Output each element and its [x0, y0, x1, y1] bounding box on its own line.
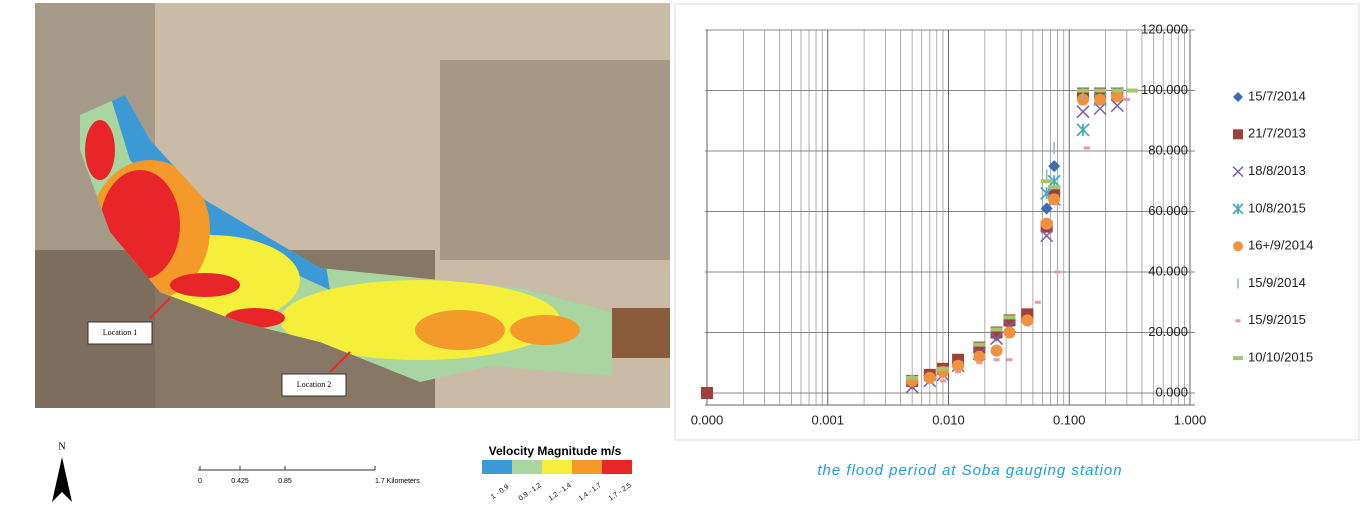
chart: the flood period at Soba gauging station…: [670, 0, 1360, 518]
point: [952, 360, 964, 372]
point: [1035, 301, 1041, 304]
chart-frame: [675, 4, 1359, 440]
legend-label: 10/10/2015: [1248, 350, 1313, 365]
point: [1048, 193, 1060, 205]
north-label: N: [58, 441, 65, 452]
x-tick-label: 0.100: [1053, 412, 1086, 427]
map-figure: Location 1 Location 2 N 0 0.425 0.85 1.7 Ki…: [0, 0, 680, 518]
x-tick-label: 1.000: [1174, 412, 1207, 427]
legend-label: 21/7/2013: [1248, 126, 1306, 141]
legend-swatch: [512, 460, 542, 474]
scale-label: 1.7 Kilometers: [375, 478, 420, 485]
point: [701, 387, 713, 399]
point: [1124, 98, 1130, 101]
legend-swatch: [542, 460, 572, 474]
point: [1111, 89, 1123, 93]
y-tick-label: 0.000: [1155, 384, 1188, 399]
point: [1094, 94, 1106, 106]
legend-label: 1.7 - 2.5: [608, 482, 633, 503]
point: [991, 345, 1003, 357]
scale-label: 0.425: [231, 478, 249, 485]
legend-marker: [1236, 319, 1241, 322]
legend-marker: [1233, 356, 1243, 360]
point: [973, 343, 985, 347]
point: [1048, 185, 1060, 189]
field: [612, 308, 670, 358]
point: [976, 361, 982, 364]
legend-swatch: [572, 460, 602, 474]
scale-label: 0.85: [278, 478, 292, 485]
zone: [85, 120, 115, 180]
legend-label: 1.4 - 1.7: [578, 482, 603, 503]
scale-label: 0: [198, 478, 202, 485]
point: [924, 372, 936, 384]
point: [940, 379, 946, 382]
scale-labels: 0 0.425 0.85 1.7 Kilometers: [198, 466, 420, 485]
point: [1041, 179, 1053, 183]
zone: [415, 310, 505, 350]
location-label: Location 2: [297, 380, 331, 389]
point: [991, 327, 1003, 331]
fields: [440, 60, 670, 260]
zone: [170, 273, 240, 297]
point: [973, 351, 985, 363]
point: [1094, 89, 1106, 93]
legend-label: 15/9/2014: [1248, 275, 1306, 290]
point: [1126, 89, 1138, 93]
point: [1077, 89, 1089, 93]
point: [1006, 358, 1012, 361]
y-tick-label: 20.000: [1148, 324, 1188, 339]
legend-label: 16+/9/2014: [1248, 238, 1313, 253]
y-tick-label: 120.000: [1141, 21, 1188, 36]
legend-label: 18/8/2013: [1248, 163, 1306, 178]
point: [1041, 218, 1053, 230]
y-tick-label: 100.000: [1141, 82, 1188, 97]
location-label: Location 1: [103, 328, 137, 337]
legend-label: 10/8/2015: [1248, 200, 1306, 215]
point: [1055, 271, 1061, 274]
x-tick-label: 0.001: [811, 412, 844, 427]
point: [1084, 146, 1090, 149]
north-arrow: [52, 457, 72, 502]
caption: the flood period at Soba gauging station: [817, 462, 1122, 479]
point: [1003, 315, 1015, 319]
zone: [510, 315, 580, 345]
legend-label: 15/9/2015: [1248, 312, 1306, 327]
point: [1021, 314, 1033, 326]
page: {"map": {"locations": ["Location 1", "Lo…: [0, 0, 1360, 518]
legend-title: Velocity Magnitude m/s: [489, 444, 622, 458]
legend-label: 1 - 0.9: [490, 484, 510, 501]
y-tick-label: 40.000: [1148, 263, 1188, 278]
y-tick-label: 60.000: [1148, 203, 1188, 218]
legend-label: 15/7/2014: [1248, 88, 1306, 103]
point: [906, 376, 918, 380]
legend-label: 1.2 - 1.4: [548, 482, 573, 503]
point: [994, 358, 1000, 361]
x-tick-label: 0.010: [932, 412, 965, 427]
legend-marker: [1233, 241, 1243, 251]
legend-label: 0.9 - 1.2: [518, 482, 543, 503]
legend-swatch: [482, 460, 512, 474]
point: [937, 367, 949, 371]
legend-swatch: [602, 460, 632, 474]
point: [1003, 327, 1015, 339]
point: [955, 370, 961, 373]
y-tick-label: 80.000: [1148, 142, 1188, 157]
legend-marker: [1233, 129, 1243, 139]
x-tick-label: 0.000: [691, 412, 724, 427]
